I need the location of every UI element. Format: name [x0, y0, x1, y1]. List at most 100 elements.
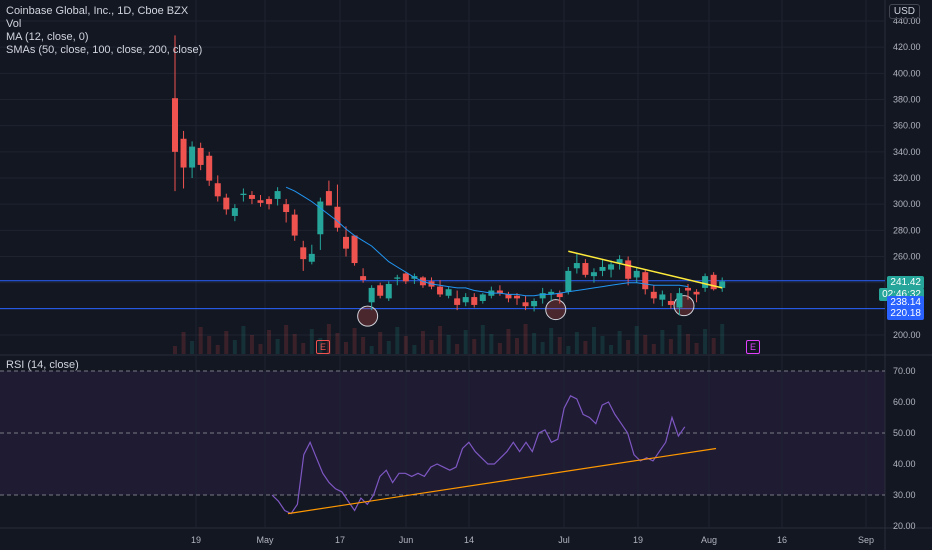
- volume-bar: [643, 335, 648, 354]
- x-tick-label: 19: [191, 535, 201, 545]
- candle-body: [676, 293, 683, 308]
- candle-body: [189, 146, 196, 168]
- volume-bar: [438, 326, 443, 354]
- volume-bar: [694, 343, 699, 354]
- candle-body: [343, 236, 349, 249]
- volume-bar: [412, 345, 417, 354]
- candle-body: [693, 291, 700, 295]
- ma-indicator-label[interactable]: MA (12, close, 0): [6, 31, 89, 43]
- low-highlight-circle: [357, 305, 379, 327]
- y-tick-label: 300.00: [893, 199, 921, 209]
- vol-indicator-label[interactable]: Vol: [6, 18, 22, 30]
- candle-body: [377, 285, 384, 296]
- smas-indicator-label[interactable]: SMAs (50, close, 100, close, 200, close): [6, 44, 203, 56]
- candle-body: [360, 276, 367, 281]
- candle-body: [300, 247, 307, 260]
- candle-body: [206, 155, 213, 181]
- candle-body: [462, 297, 469, 303]
- x-tick-label: Jun: [399, 535, 414, 545]
- volume-bar: [224, 331, 229, 354]
- candle-body: [317, 201, 324, 235]
- candle-body: [650, 291, 657, 299]
- volume-bar: [395, 327, 400, 354]
- candle-body: [402, 273, 409, 282]
- volume-bar: [335, 333, 340, 354]
- rsi-y-tick-label: 40.00: [893, 459, 916, 469]
- volume-bar: [173, 346, 177, 354]
- y-tick-label: 320.00: [893, 173, 921, 183]
- volume-bar: [369, 346, 374, 354]
- y-tick-label: 380.00: [893, 95, 921, 105]
- volume-bar: [258, 344, 263, 354]
- volume-bar: [609, 345, 614, 354]
- candle-body: [531, 300, 538, 307]
- rsi-y-tick-label: 50.00: [893, 428, 916, 438]
- currency-badge[interactable]: USD: [888, 4, 920, 19]
- x-tick-label: 16: [777, 535, 787, 545]
- rsi-y-tick-label: 30.00: [893, 490, 916, 500]
- candle-body: [642, 272, 649, 290]
- volume-bar: [403, 336, 408, 354]
- volume-bar: [292, 334, 297, 354]
- x-tick-label: Jul: [558, 535, 570, 545]
- volume-bar: [198, 327, 203, 354]
- candle-body: [325, 191, 332, 206]
- level-tag-lower: 220.18: [887, 307, 924, 320]
- candle-body: [710, 274, 717, 290]
- candle-body: [633, 270, 640, 278]
- volume-bar: [634, 326, 639, 354]
- volume-bar: [309, 329, 314, 354]
- volume-bar: [523, 324, 528, 354]
- candle-body: [334, 206, 341, 228]
- candle-body: [437, 286, 444, 295]
- candle-body: [172, 98, 178, 152]
- y-tick-label: 420.00: [893, 42, 921, 52]
- earnings-marker-upcoming[interactable]: E: [746, 340, 760, 354]
- candle-body: [479, 294, 486, 301]
- volume-bar: [540, 342, 545, 354]
- candle-body: [522, 302, 529, 307]
- volume-bar: [472, 339, 477, 354]
- candle-body: [719, 281, 726, 288]
- rsi-y-tick-label: 60.00: [893, 397, 916, 407]
- volume-bar: [181, 332, 186, 354]
- candle-body: [231, 208, 238, 216]
- volume-bar: [626, 340, 631, 354]
- candle-body: [599, 266, 606, 271]
- volume-bar: [190, 341, 195, 354]
- candle-body: [283, 204, 290, 213]
- candle-body: [659, 294, 666, 300]
- volume-bar: [566, 346, 571, 354]
- price-pane: [0, 0, 885, 354]
- low-highlight-circle: [545, 299, 567, 321]
- descending-trend-line: [568, 250, 723, 289]
- rsi-support-trend-line: [287, 447, 717, 515]
- volume-bar: [711, 338, 716, 354]
- candle-body: [548, 291, 555, 295]
- volume-bar: [720, 324, 725, 354]
- candle-body: [539, 293, 546, 299]
- volume-bar: [549, 328, 554, 354]
- rsi-y-tick-label: 20.00: [893, 521, 916, 531]
- y-tick-label: 200.00: [893, 330, 921, 340]
- earnings-marker-past[interactable]: E: [316, 340, 330, 354]
- candle-body: [625, 260, 632, 279]
- volume-bar: [284, 325, 289, 354]
- y-tick-label: 260.00: [893, 252, 921, 262]
- symbol-title[interactable]: Coinbase Global, Inc., 1D, Cboe BZX: [6, 5, 189, 17]
- candle-body: [556, 293, 563, 298]
- x-tick-label: Sep: [858, 535, 874, 545]
- volume-bar: [215, 345, 220, 354]
- volume-bar: [267, 330, 272, 354]
- candle-body: [608, 264, 615, 270]
- volume-bar: [703, 329, 708, 354]
- rsi-line: [271, 395, 686, 515]
- volume-bar: [651, 344, 656, 354]
- volume-bar: [446, 335, 451, 354]
- volume-bar: [275, 339, 280, 354]
- candle-body: [496, 290, 503, 294]
- volume-bar: [497, 343, 502, 354]
- candle-body: [565, 270, 572, 292]
- candle-body: [197, 147, 204, 165]
- rsi-label[interactable]: RSI (14, close): [6, 359, 79, 371]
